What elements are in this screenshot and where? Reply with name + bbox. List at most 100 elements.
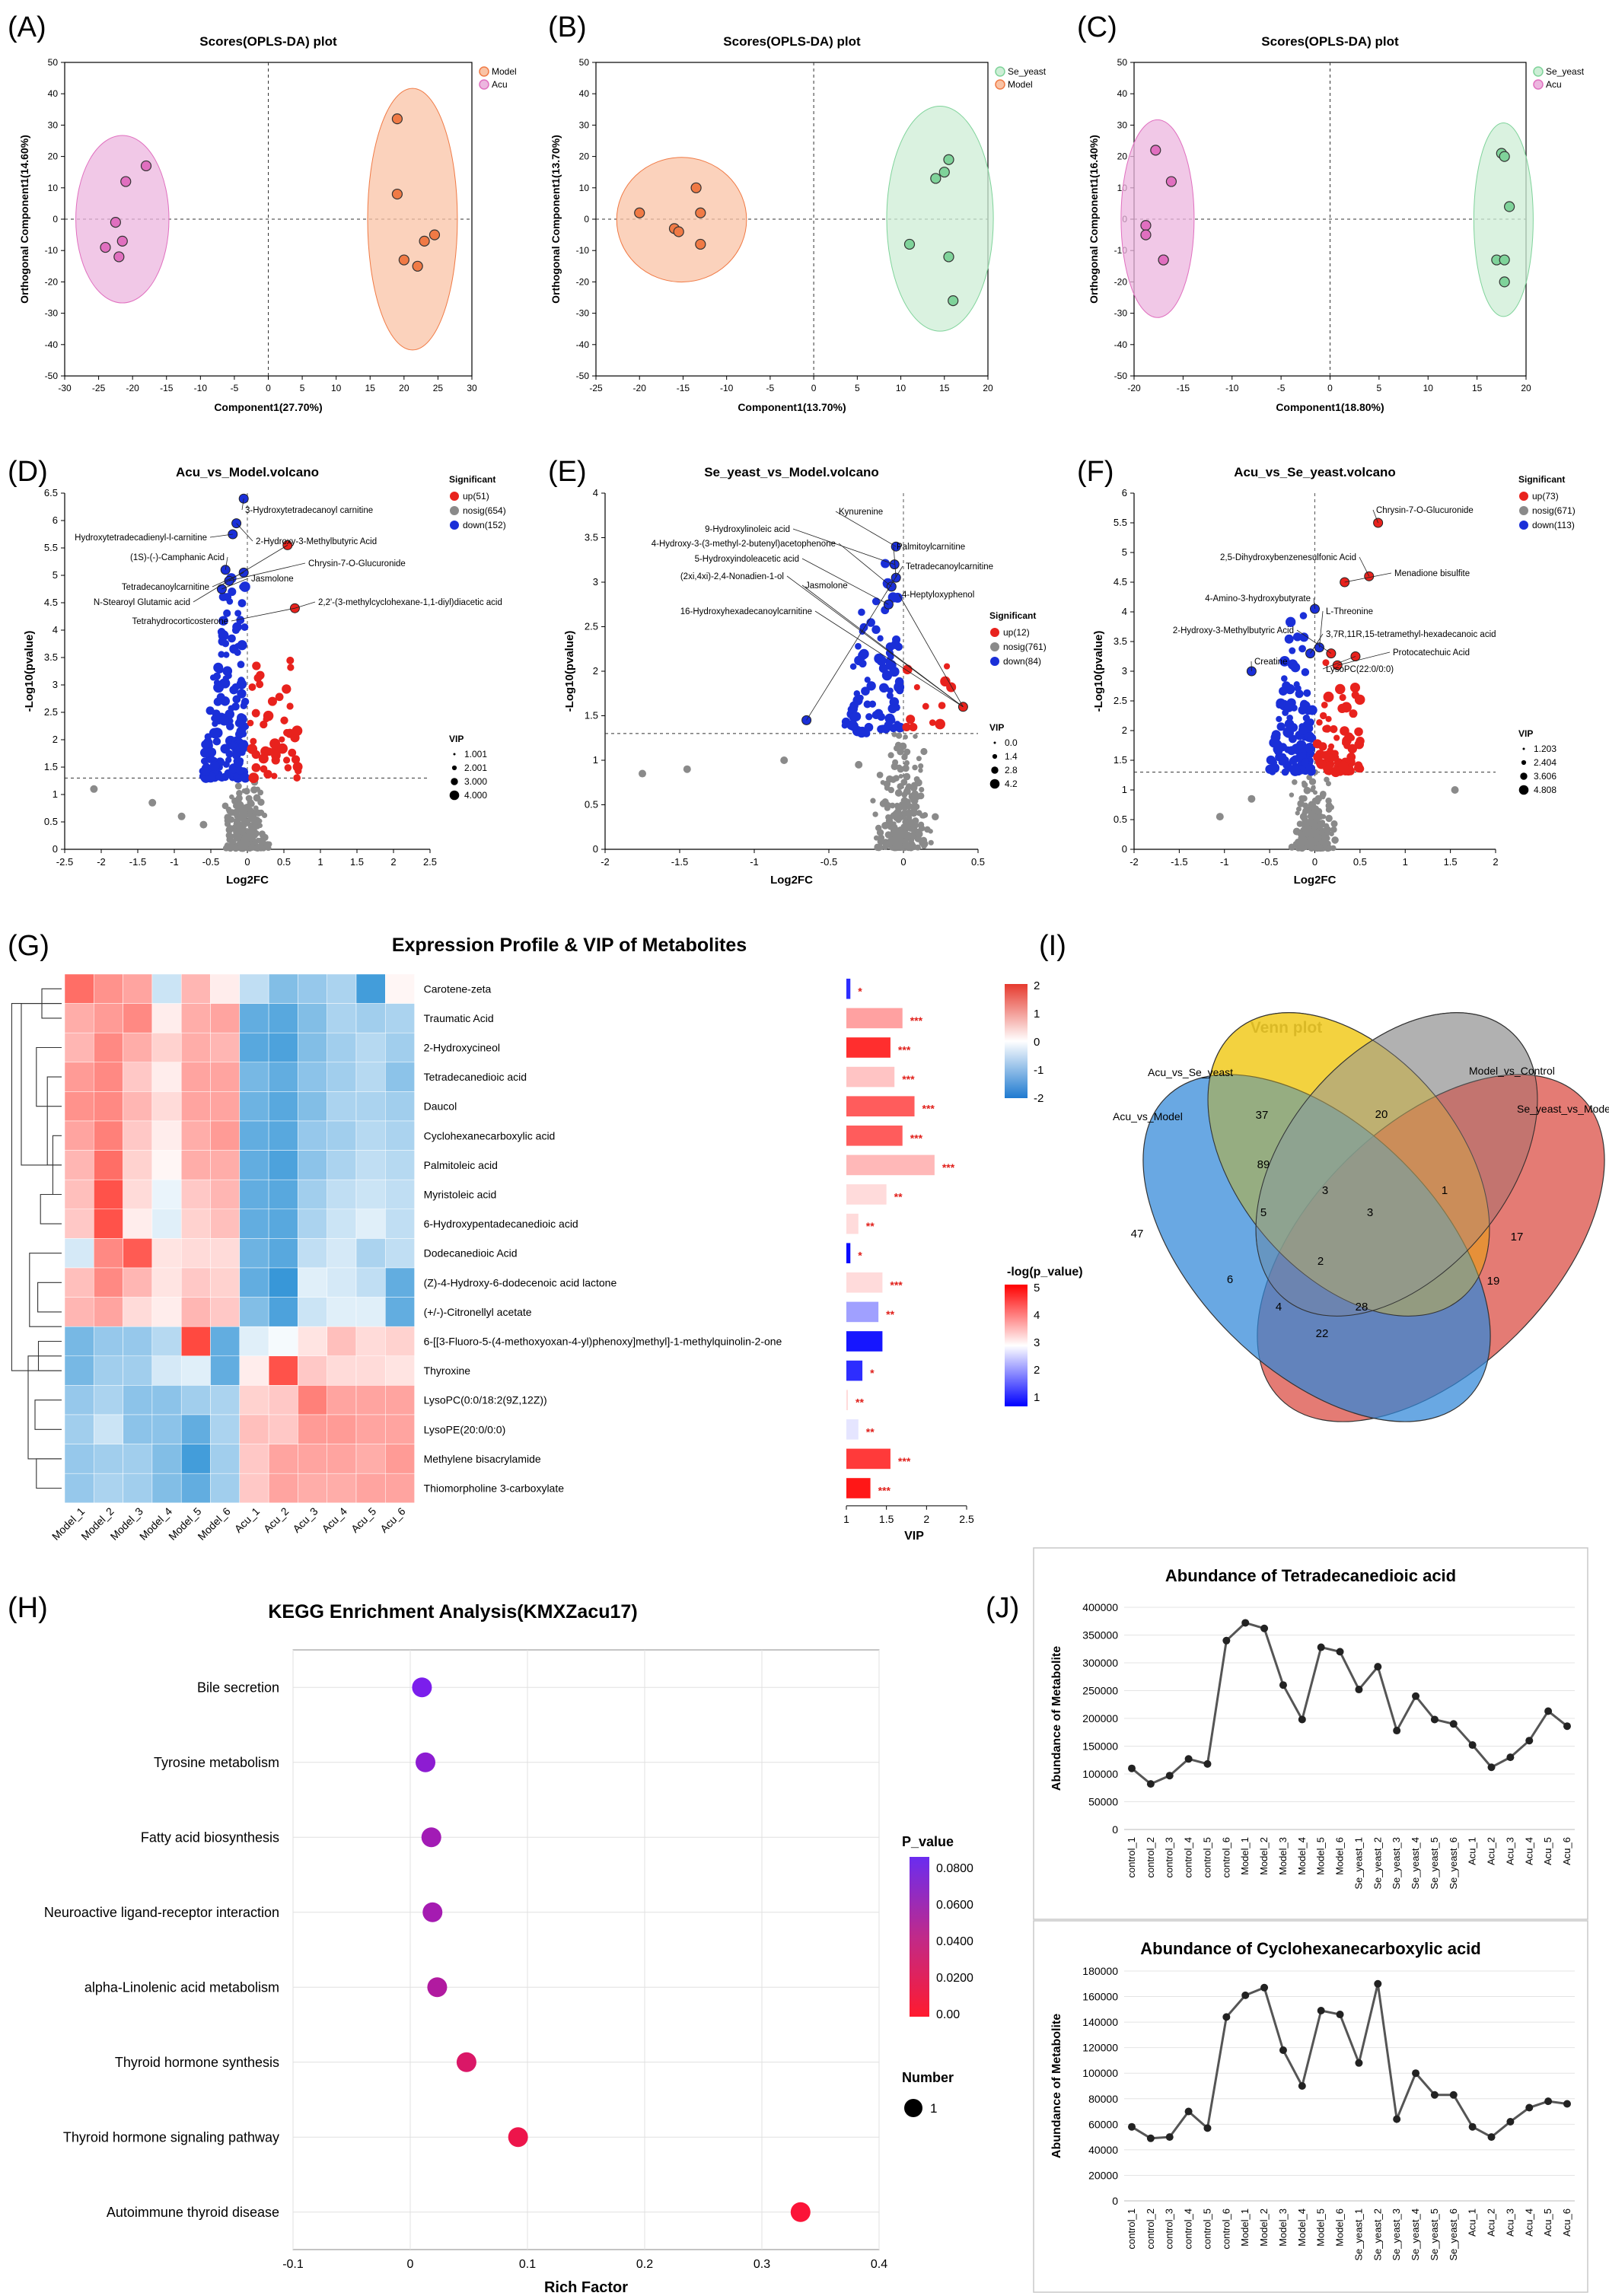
x-tick-label: Acu_2 [1486, 1837, 1497, 1865]
point-down [226, 598, 234, 605]
heatmap-cell [151, 1444, 182, 1474]
x-tick-label: 20 [1521, 383, 1531, 393]
x-tick-label: Acu_3 [1504, 1837, 1515, 1865]
x-tick-label: -5 [766, 383, 775, 393]
point-down [1298, 645, 1306, 653]
abundance-point [1336, 2011, 1344, 2019]
point-nosig [906, 819, 912, 824]
y-tick-label: 250000 [1082, 1685, 1118, 1697]
x-axis-label: Component1(18.80%) [1276, 401, 1384, 413]
heatmap-panel: Expression Profile & VIP of Metabolites C… [11, 935, 1083, 1543]
point-nosig [900, 779, 908, 786]
y-tick-label: 60000 [1088, 2118, 1118, 2130]
point-down [887, 703, 897, 714]
score-point [1499, 151, 1510, 162]
y-tick-label: -40 [1114, 339, 1128, 350]
heatmap-cell [239, 1267, 269, 1298]
point-up [1349, 709, 1358, 718]
score-point [391, 113, 403, 125]
pathway-label: Thyroid hormone signaling pathway [63, 2129, 279, 2145]
point-nosig [250, 840, 256, 846]
legend-label: Se_yeast [1546, 66, 1585, 77]
vip-legend-title: VIP [989, 722, 1004, 733]
y-tick-label: 0.5 [1114, 814, 1127, 825]
point-up [251, 709, 260, 718]
heatmap-row-label: Methylene bisacrylamide [424, 1453, 541, 1465]
heatmap-cell [268, 1091, 298, 1122]
x-tick-label: Acu_1 [1467, 1837, 1478, 1865]
heatmap-cell [239, 1003, 269, 1033]
x-tick-label: Model_2 [1258, 2208, 1270, 2247]
point-up [1325, 715, 1332, 722]
vip-significance-stars: * [858, 985, 862, 997]
x-tick-label: Acu_5 [1542, 2208, 1553, 2237]
abundance-point [1279, 1681, 1287, 1689]
kegg-panel: KEGG Enrichment Analysis(KMXZacu17) -0.1 0… [44, 1601, 973, 2296]
y-tick-label: 100000 [1082, 2067, 1118, 2079]
point-nosig [887, 837, 895, 845]
x-tick-label: -0.5 [820, 856, 837, 868]
heatmap-col-label: Acu_2 [261, 1505, 292, 1535]
score-point [1158, 254, 1169, 266]
heatmap-cell [180, 1238, 211, 1269]
point-nosig [892, 834, 899, 841]
heatmap-cell [180, 1091, 211, 1122]
abundance-point [1449, 2091, 1458, 2099]
heatmap-cell [268, 1062, 298, 1092]
point-up [1316, 759, 1327, 769]
y-tick-label: 2 [1122, 724, 1127, 736]
point-down [237, 677, 245, 685]
heatmap-cell [385, 1297, 415, 1327]
confidence-ellipse [75, 135, 170, 304]
heatmap-cell [355, 1179, 386, 1210]
point-nosig-outlier [1451, 786, 1459, 794]
heatmap-cell [355, 1326, 386, 1357]
vip-significance-stars: *** [878, 1485, 891, 1497]
score-point [391, 188, 403, 200]
plot-title: Acu_vs_Se_yeast.volcano [1234, 465, 1396, 479]
point-nosig [903, 759, 910, 766]
heatmap-row-label: Tetradecanedioic acid [424, 1071, 527, 1083]
y-tick-label: 160000 [1082, 1991, 1118, 2003]
annotation-label: (1S)-(-)-Camphanic Acid [130, 553, 225, 562]
score-plot-B: Scores(OPLS-DA) plot-25 -20 -15 -10 -5 0 5 10 15… [550, 34, 1047, 413]
point-down [1276, 698, 1286, 709]
enrichment-bubble [427, 1977, 448, 1998]
vip-size-marker [989, 779, 1000, 789]
y-tick-label: 40 [1117, 88, 1128, 99]
point-down [201, 740, 210, 749]
vip-bar [846, 1301, 879, 1323]
heatmap-cell [298, 1150, 327, 1180]
x-tick-label: control_3 [1164, 2208, 1175, 2249]
point-down [215, 773, 224, 781]
heatmap-cell [239, 1385, 269, 1415]
point-nosig [237, 823, 245, 832]
heatmap-cell [210, 1444, 241, 1474]
heatmap-cell [327, 1473, 357, 1504]
vip-bar [846, 1448, 891, 1470]
heatmap-cell [355, 1209, 386, 1239]
score-point [948, 295, 959, 307]
heatmap-cell [64, 1120, 94, 1151]
y-tick-label: 20000 [1088, 2169, 1118, 2181]
vip-significance-stars: *** [902, 1073, 915, 1085]
heatmap-title: Expression Profile & VIP of Metabolites [392, 935, 747, 956]
x-tick-label: control_1 [1126, 1837, 1137, 1877]
annotation-label: 16-Hydroxyhexadecanoylcarnitine [680, 607, 812, 616]
heatmap-cell [151, 1238, 182, 1269]
y-tick-label: 140000 [1082, 2016, 1118, 2028]
heatmap-cell [355, 1385, 386, 1415]
venn-set-label: Se_yeast_vs_Model [1517, 1103, 1609, 1115]
annotation-label: 4-Amino-3-hydroxybutyrate [1205, 594, 1311, 603]
x-tick-label: control_4 [1183, 1837, 1194, 1877]
pvalue-colorbar-title: -log(p_value) [1007, 1266, 1083, 1279]
x-tick-label: -15 [1177, 383, 1190, 393]
venn-set-label: Acu_vs_Se_yeast [1148, 1066, 1233, 1078]
x-tick-label: Se_yeast_4 [1410, 2208, 1421, 2261]
point-down [841, 721, 849, 729]
y-axis-label: Orthogonal Component1(13.70%) [550, 135, 562, 304]
annotation-label: Tetradecanoylcarnitine [122, 583, 209, 592]
y-axis-label: Orthogonal Component1(16.40%) [1088, 135, 1100, 304]
point-nosig-outlier [177, 812, 186, 820]
point-down [1284, 634, 1294, 644]
